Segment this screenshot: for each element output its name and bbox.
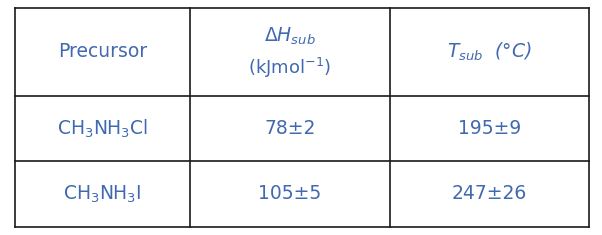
Text: 78±2: 78±2 bbox=[264, 119, 315, 138]
Text: CH$_3$NH$_3$I: CH$_3$NH$_3$I bbox=[63, 183, 142, 205]
Text: Precursor: Precursor bbox=[58, 43, 147, 61]
Text: 247±26: 247±26 bbox=[452, 184, 527, 204]
Text: CH$_3$NH$_3$Cl: CH$_3$NH$_3$Cl bbox=[57, 117, 148, 140]
Text: 105±5: 105±5 bbox=[258, 184, 321, 204]
Text: (kJmol$^{-1}$): (kJmol$^{-1}$) bbox=[249, 56, 331, 80]
Text: $T_{sub}$  (°C): $T_{sub}$ (°C) bbox=[447, 41, 532, 63]
Text: $\Delta H_{sub}$: $\Delta H_{sub}$ bbox=[264, 26, 315, 47]
Text: 195±9: 195±9 bbox=[458, 119, 521, 138]
